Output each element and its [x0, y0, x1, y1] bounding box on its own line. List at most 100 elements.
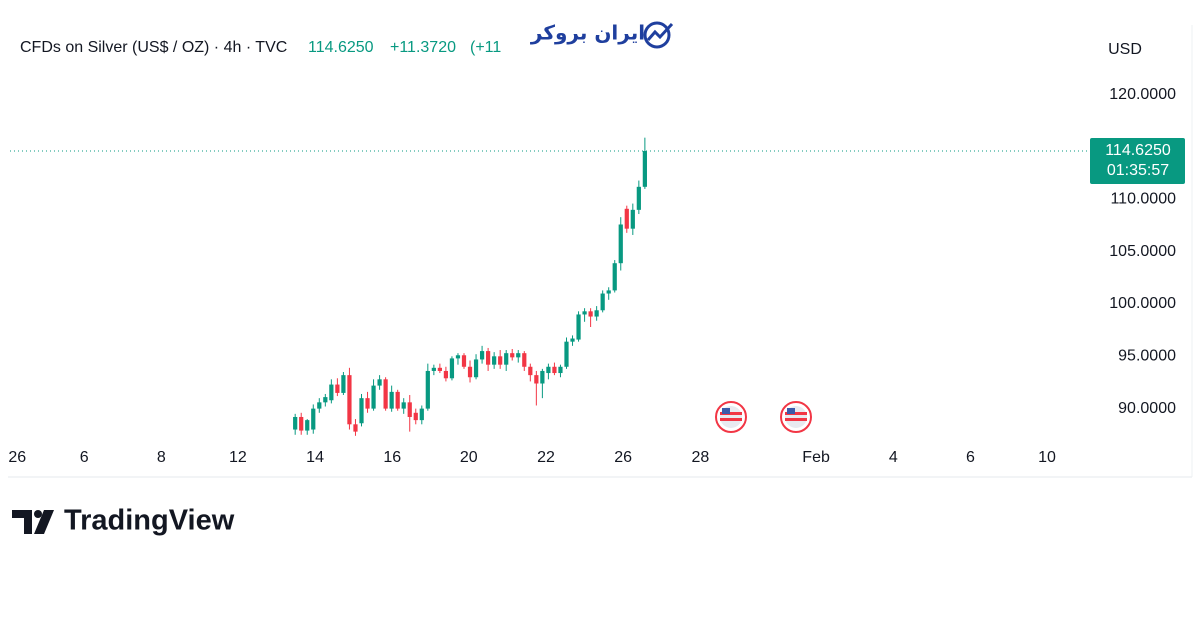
body [642, 151, 647, 187]
candle [359, 393, 364, 427]
y-tick-label: 95.0000 [1118, 348, 1176, 365]
body [467, 366, 473, 378]
candle [383, 377, 388, 411]
candle [479, 345, 485, 364]
candle [443, 366, 449, 382]
x-tick-label: 16 [383, 449, 401, 466]
candle [624, 205, 629, 233]
candle [618, 217, 623, 271]
y-tick-label: 90.0000 [1118, 400, 1176, 417]
body [461, 355, 467, 367]
body [353, 424, 358, 432]
candle [630, 203, 635, 235]
candle [341, 372, 346, 396]
body [473, 359, 479, 378]
body [624, 208, 629, 229]
x-tick-label: 20 [460, 449, 478, 466]
watermark: ایران بروکر [530, 21, 645, 45]
candle [558, 364, 563, 378]
body [371, 385, 376, 409]
body [365, 398, 370, 409]
price-tag [1090, 138, 1185, 184]
x-tick-label: 12 [229, 449, 247, 466]
body [600, 293, 605, 311]
event-icon[interactable] [780, 401, 812, 433]
candle [612, 260, 617, 293]
watermark-icon [643, 21, 674, 49]
body [323, 397, 328, 403]
x-tick-label: 4 [889, 449, 898, 466]
body [486, 351, 491, 365]
candle [419, 405, 424, 425]
candle [510, 348, 515, 361]
body [347, 375, 352, 425]
body [540, 370, 545, 384]
y-tick-label: 110.0000 [1110, 191, 1176, 208]
x-tick-label: 26 [614, 449, 632, 466]
candle [467, 360, 473, 383]
body [383, 379, 388, 409]
candle [377, 375, 382, 390]
body [305, 420, 310, 431]
body [618, 224, 623, 264]
body [528, 366, 533, 376]
candle [528, 363, 533, 382]
candle [461, 353, 467, 369]
candle [473, 354, 479, 380]
x-tick-label: 8 [157, 449, 166, 466]
candle [371, 379, 376, 411]
candle [540, 368, 545, 399]
candle [582, 308, 587, 322]
body [317, 402, 322, 409]
candle [293, 413, 298, 435]
price-tag-countdown: 01:35:57 [1107, 162, 1169, 179]
candle [305, 419, 310, 435]
candle [606, 287, 611, 300]
candle [407, 395, 412, 432]
candle [588, 308, 593, 328]
candle [534, 370, 539, 406]
y-tick-label: 105.0000 [1109, 243, 1176, 260]
candle [552, 362, 557, 376]
candle [594, 306, 599, 321]
y-tick-label: 120.0000 [1109, 86, 1176, 103]
body [311, 408, 316, 430]
candle [437, 363, 442, 374]
body [504, 353, 509, 365]
candle [516, 350, 521, 363]
x-tick-label: 6 [80, 449, 89, 466]
candle [299, 412, 304, 435]
body [594, 310, 599, 317]
x-tick-label: 6 [966, 449, 975, 466]
body [636, 186, 641, 210]
candle [431, 364, 436, 376]
body [389, 391, 394, 409]
body [395, 391, 400, 409]
candle [353, 419, 358, 436]
body [558, 366, 563, 374]
body [582, 311, 587, 315]
x-tick-label: Feb [802, 449, 830, 466]
body [407, 402, 412, 417]
body [570, 338, 575, 342]
candle [329, 379, 334, 404]
candle [600, 290, 605, 313]
body [455, 355, 461, 359]
body [335, 384, 340, 393]
candle [311, 404, 316, 434]
body [510, 353, 515, 358]
candle [413, 408, 418, 425]
candle [425, 363, 430, 411]
body [293, 416, 298, 430]
candle [522, 351, 527, 371]
body [498, 356, 503, 365]
x-tick-label: 26 [8, 449, 26, 466]
price-tag-label: 114.6250 [1105, 142, 1171, 159]
body [341, 375, 346, 393]
event-icon[interactable] [715, 401, 747, 433]
candle [492, 352, 497, 369]
body [443, 370, 449, 379]
candle [504, 350, 509, 371]
